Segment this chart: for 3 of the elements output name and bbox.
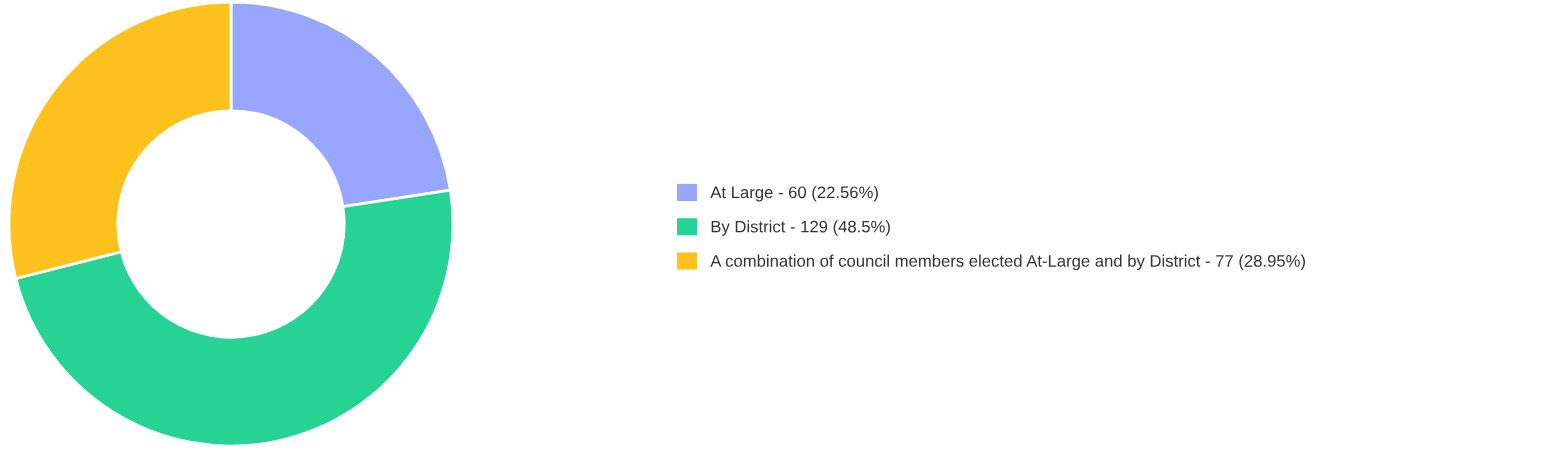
- legend-label: At Large - 60 (22.56%): [710, 185, 878, 202]
- legend-label: By District - 129 (48.5%): [711, 220, 890, 236]
- legend-label: A combination of council members elected At-Large and by District - 77 (28.95%): [710, 254, 1305, 271]
